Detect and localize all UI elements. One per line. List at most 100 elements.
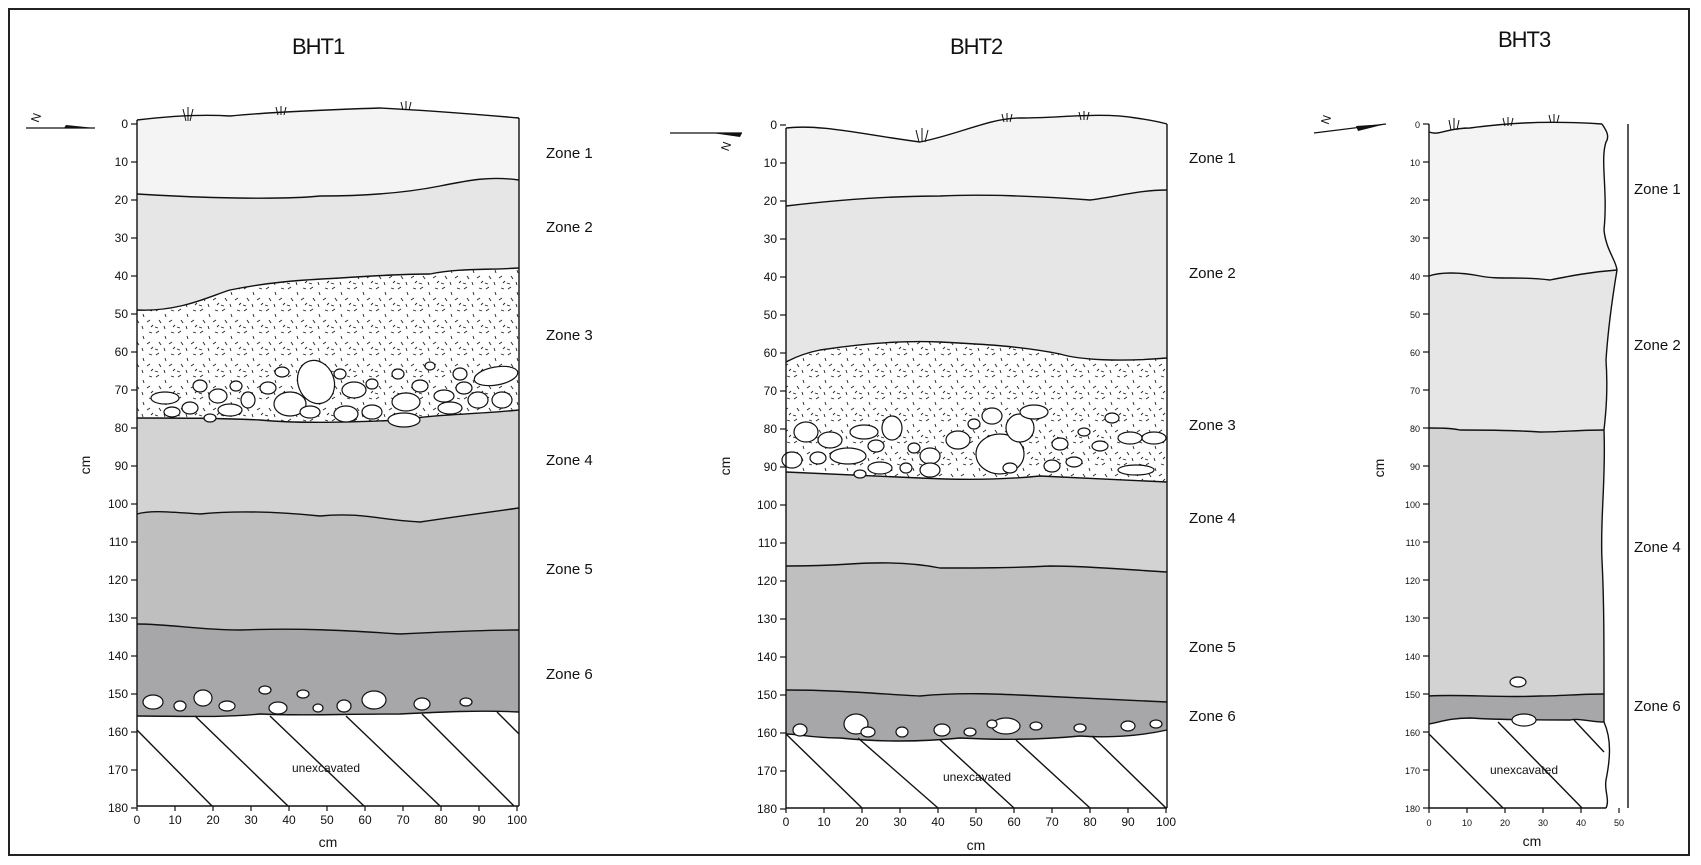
north-label: N [28, 111, 44, 124]
zone-label: Zone 4 [1189, 510, 1236, 527]
zone2-layer [1429, 270, 1617, 432]
y-tick-label: 170 [1405, 766, 1420, 776]
zone-label: Zone 5 [1189, 639, 1236, 656]
y-tick-label: 140 [757, 650, 777, 664]
x-tick-label: 80 [434, 813, 448, 827]
x-tick-label: 40 [1576, 818, 1586, 828]
x-tick-label: 20 [855, 815, 869, 829]
profile-title: BHT3 [1498, 27, 1551, 52]
profile-bht3: BHT3 N [1313, 27, 1681, 849]
zone-label: Zone 3 [546, 327, 593, 344]
unexcavated-label: unexcavated [1490, 763, 1558, 777]
y-tick-label: 40 [115, 269, 129, 283]
zone6-layer [1429, 694, 1604, 724]
x-tick-label: 0 [783, 815, 790, 829]
y-tick-label: 110 [758, 536, 777, 550]
y-tick-label: 140 [108, 649, 128, 663]
y-tick-label: 50 [115, 307, 129, 321]
y-tick-label: 180 [757, 802, 777, 816]
zone-label: Zone 2 [1634, 337, 1681, 354]
y-tick-label: 20 [764, 194, 778, 208]
x-tick-label: 10 [168, 813, 182, 827]
y-tick-label: 100 [1405, 500, 1420, 510]
y-tick-label: 180 [108, 801, 128, 815]
x-tick-label: 70 [396, 813, 410, 827]
zone-label: Zone 3 [1189, 417, 1236, 434]
x-tick-label: 0 [1426, 818, 1431, 828]
y-tick-label: 10 [1410, 158, 1420, 168]
y-tick-label: 120 [108, 573, 128, 587]
north-label: N [1318, 113, 1334, 126]
y-tick-label: 70 [115, 383, 129, 397]
zone5-layer [786, 562, 1167, 702]
y-tick-label: 70 [764, 384, 778, 398]
y-axis-label: cm [77, 456, 93, 475]
zone5-layer [137, 508, 519, 634]
zone-label: Zone 6 [1634, 698, 1681, 715]
grass-tufts [1448, 114, 1560, 131]
y-ticks: 0 10 20 30 40 50 60 70 80 90 100 110 120 130 140 150 160… [1405, 120, 1429, 814]
unexcavated-hatching [1428, 719, 1605, 809]
y-tick-label: 20 [115, 193, 129, 207]
zone-label: Zone 4 [546, 452, 593, 469]
zone-label: Zone 6 [1189, 708, 1236, 725]
y-tick-label: 80 [1410, 424, 1420, 434]
pebbles-zone6 [142, 685, 473, 715]
zone6-layer [137, 624, 519, 717]
y-tick-label: 60 [115, 345, 129, 359]
profile-title: BHT2 [950, 34, 1003, 59]
y-tick-label: 0 [1415, 120, 1420, 130]
x-tick-label: 10 [817, 815, 831, 829]
x-tick-label: 50 [1614, 818, 1624, 828]
y-tick-label: 60 [764, 346, 778, 360]
zone-label: Zone 2 [546, 219, 593, 236]
y-tick-label: 150 [108, 687, 128, 701]
north-arrow-icon: N [1313, 113, 1387, 134]
profile-bht1: BHT1 [26, 34, 593, 850]
y-tick-label: 150 [1405, 690, 1420, 700]
x-tick-label: 30 [893, 815, 907, 829]
x-tick-label: 20 [206, 813, 220, 827]
zone-label: Zone 1 [546, 145, 593, 162]
x-tick-label: 60 [1007, 815, 1021, 829]
y-ticks: 0 10 20 30 40 50 60 70 80 90 100 110 120 130 140 150 160… [757, 118, 786, 816]
x-tick-label: 30 [244, 813, 258, 827]
cobbles-zone3 [150, 359, 519, 428]
x-tick-label: 40 [931, 815, 945, 829]
unexcavated-label: unexcavated [943, 770, 1011, 784]
y-tick-label: 140 [1405, 652, 1420, 662]
y-tick-label: 110 [1406, 538, 1420, 548]
x-tick-label: 50 [320, 813, 334, 827]
unexcavated-hatching [136, 711, 520, 807]
y-tick-label: 130 [757, 612, 777, 626]
y-tick-label: 30 [764, 232, 778, 246]
y-tick-label: 150 [757, 688, 777, 702]
north-arrow-icon: N [26, 111, 95, 129]
zone6-layer [786, 690, 1167, 741]
y-tick-label: 50 [764, 308, 778, 322]
y-tick-label: 20 [1410, 196, 1420, 206]
y-tick-label: 50 [1410, 310, 1420, 320]
pebbles-zone6 [792, 713, 1163, 738]
grass-tufts [182, 101, 412, 122]
zone4-layer [1429, 428, 1605, 697]
x-ticks: 0 10 20 30 40 50 60 70 80 90 100 [783, 808, 1176, 829]
y-tick-label: 0 [770, 118, 777, 132]
y-tick-label: 170 [757, 764, 777, 778]
y-tick-label: 90 [764, 460, 778, 474]
zone-label: Zone 6 [546, 666, 593, 683]
profile-bht2: BHT2 [670, 34, 1236, 853]
y-tick-label: 60 [1410, 348, 1420, 358]
x-tick-label: 20 [1500, 818, 1510, 828]
x-tick-label: 100 [507, 813, 527, 827]
x-axis-label: cm [1523, 833, 1542, 849]
y-tick-label: 10 [115, 155, 129, 169]
unexcavated-layer [137, 711, 519, 806]
north-label: N [718, 140, 734, 153]
x-axis-label: cm [319, 834, 338, 850]
y-tick-label: 160 [1405, 728, 1420, 738]
y-tick-label: 130 [108, 611, 128, 625]
x-ticks: 0 10 20 30 40 50 [1426, 808, 1624, 828]
y-tick-label: 80 [764, 422, 778, 436]
